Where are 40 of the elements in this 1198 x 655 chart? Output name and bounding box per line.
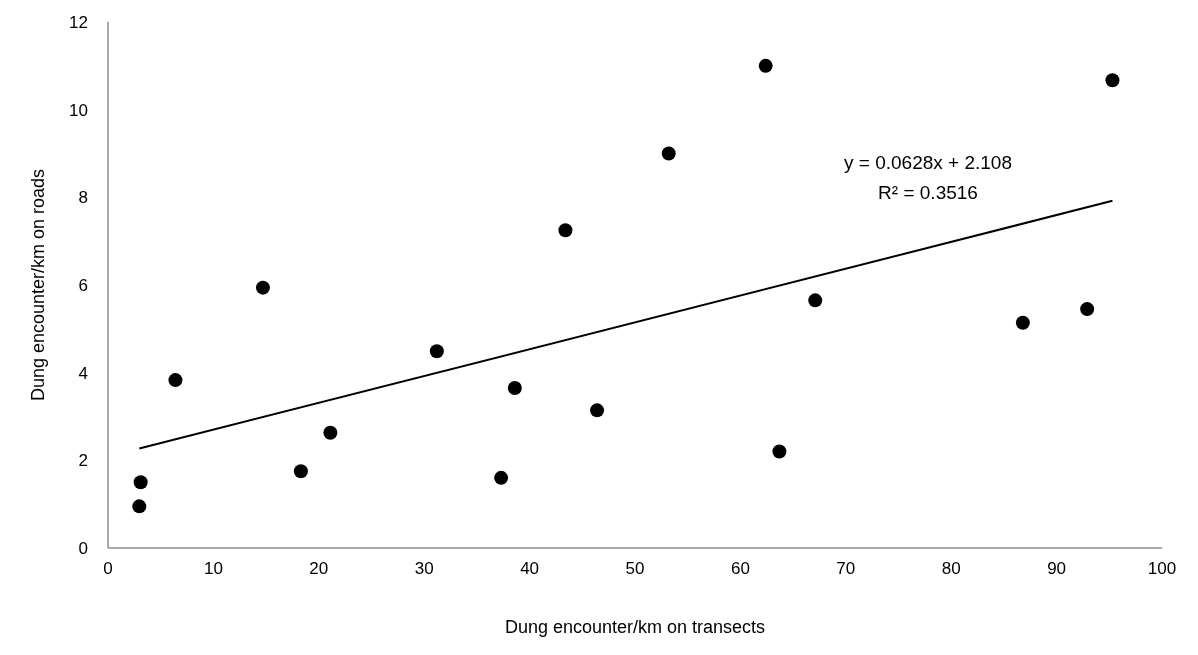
point bbox=[323, 425, 338, 440]
x-tick-label: 70 bbox=[836, 559, 856, 579]
point bbox=[1015, 315, 1030, 330]
y-tick-label: 10 bbox=[69, 100, 88, 120]
x-tick-label: 50 bbox=[625, 559, 645, 579]
point bbox=[772, 444, 787, 459]
point bbox=[255, 280, 270, 295]
annotation: y = 0.0628x + 2.108 bbox=[843, 151, 1013, 175]
x-tick-label: 90 bbox=[1047, 559, 1067, 579]
annotation: R² = 0.3516 bbox=[877, 181, 979, 205]
point bbox=[429, 344, 444, 359]
point bbox=[494, 470, 509, 485]
point bbox=[558, 223, 573, 238]
x-axis-title: Dung encounter/km on transects bbox=[504, 616, 766, 637]
point bbox=[168, 373, 183, 388]
point bbox=[507, 381, 522, 396]
y-tick-label: 2 bbox=[78, 451, 88, 471]
x-tick-label: 30 bbox=[414, 559, 434, 579]
x-tick-label: 10 bbox=[203, 559, 223, 579]
point bbox=[1105, 73, 1120, 88]
x-tick-label: 40 bbox=[520, 559, 540, 579]
y-axis-title: Dung encounter/km on roads bbox=[28, 168, 49, 402]
y-tick-label: 12 bbox=[69, 13, 88, 33]
point bbox=[808, 293, 823, 308]
point bbox=[758, 58, 773, 73]
x-tick-label: 20 bbox=[309, 559, 329, 579]
point bbox=[661, 146, 676, 161]
point bbox=[132, 499, 147, 514]
point bbox=[1080, 302, 1095, 317]
x-tick-label: 60 bbox=[730, 559, 750, 579]
point bbox=[293, 464, 308, 479]
y-tick-label: 4 bbox=[78, 363, 88, 383]
y-tick-label: 8 bbox=[78, 188, 88, 208]
y-tick-label: 6 bbox=[78, 276, 88, 296]
point bbox=[590, 403, 605, 418]
point bbox=[133, 475, 148, 490]
x-tick-label: 0 bbox=[103, 559, 113, 579]
y-tick-label: 0 bbox=[78, 539, 88, 559]
x-tick-label: 80 bbox=[941, 559, 961, 579]
x-tick-label: 100 bbox=[1147, 559, 1177, 579]
